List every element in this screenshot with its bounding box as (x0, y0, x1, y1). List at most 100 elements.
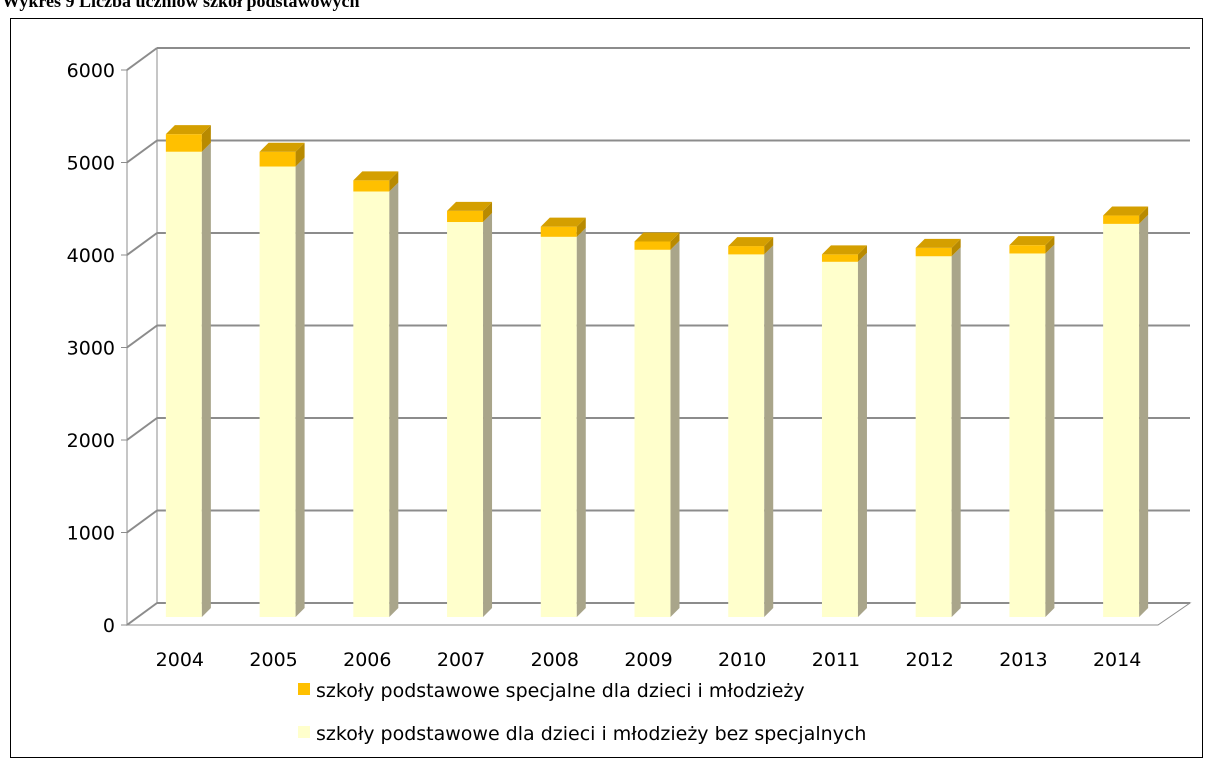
bar-2009-series-0 (634, 240, 680, 617)
x-tick-label: 2007 (437, 649, 485, 671)
page-title: Wykres 9 Liczba uczniów szkół podstawowy… (2, 0, 360, 11)
bar-top (540, 217, 586, 227)
bar-2008-series-0 (540, 227, 586, 617)
bar-front (1009, 253, 1046, 617)
bar-front (1103, 223, 1140, 617)
gridline-side (126, 602, 158, 626)
bar-side (670, 232, 680, 250)
bar-front (728, 254, 765, 617)
gridline-side (126, 47, 158, 71)
bar-front (165, 151, 202, 617)
bar-front (353, 191, 390, 617)
x-tick-label: 2012 (906, 649, 954, 671)
gridline-side (126, 324, 158, 349)
bar-front (165, 134, 202, 152)
legend-item: szkoły podstawowe dla dzieci i młodzieży… (298, 723, 866, 745)
bar-2004-series-0 (165, 142, 211, 617)
bar-side (1139, 206, 1149, 224)
bar-front (634, 241, 671, 250)
x-tick-label: 2008 (531, 649, 579, 671)
bar-2006-series-1 (353, 171, 399, 192)
bar-side (951, 238, 961, 257)
bar-2011-series-1 (821, 245, 867, 262)
bar-front (915, 247, 952, 257)
bar-2012-series-1 (915, 238, 961, 257)
bar-top (728, 237, 774, 247)
x-tick-label: 2004 (156, 649, 204, 671)
y-tick-label: 2000 (67, 430, 115, 452)
bar-side (1045, 236, 1055, 254)
bar-top (259, 142, 305, 152)
gridline-side (126, 232, 158, 256)
y-tick-label: 6000 (67, 60, 115, 82)
bar-top (353, 171, 399, 181)
bar-top (1103, 206, 1149, 216)
bar-2014-series-1 (1103, 206, 1149, 224)
bar-2010-series-0 (728, 245, 774, 617)
bar-front (447, 210, 484, 223)
bar-front (728, 246, 765, 255)
legend-swatch (298, 683, 310, 695)
bar-top (915, 238, 961, 248)
bar-side (389, 171, 399, 192)
bar-2004-series-1 (165, 125, 211, 152)
bar-side (201, 125, 211, 152)
bar-front (540, 226, 577, 237)
bar-2013-series-0 (1009, 244, 1055, 617)
legend-label: szkoły podstawowe specjalne dla dzieci i… (316, 680, 805, 702)
x-tick-label: 2006 (343, 649, 391, 671)
bar-top (634, 232, 680, 242)
bar-front (634, 249, 671, 617)
bar-top (1009, 236, 1055, 246)
bar-2011-series-0 (821, 252, 867, 618)
gridline-side (126, 509, 158, 534)
bar-front (821, 254, 858, 262)
bar-2007-series-1 (447, 201, 493, 223)
bar-top (447, 201, 493, 211)
bar-2005-series-0 (259, 157, 305, 617)
chart-bars (165, 125, 1149, 618)
bar-front (1103, 215, 1140, 224)
bar-side (576, 217, 586, 237)
bar-side (201, 142, 211, 617)
y-tick-label: 0 (103, 615, 115, 637)
bar-front (821, 261, 858, 617)
bar-side (483, 201, 493, 223)
bar-front (915, 256, 952, 617)
y-tick-label: 3000 (67, 338, 115, 360)
chart-legend: szkoły podstawowe specjalne dla dzieci i… (298, 680, 866, 745)
gridline-side (126, 417, 158, 441)
bar-side (764, 237, 774, 255)
bar-front (259, 151, 296, 167)
x-tick-label: 2009 (624, 649, 672, 671)
y-tick-label: 5000 (67, 153, 115, 175)
bar-side (295, 157, 305, 617)
bar-side (1139, 214, 1149, 617)
bar-side (295, 142, 305, 167)
bar-side (389, 182, 399, 617)
bar-top (165, 125, 211, 135)
y-tick-label: 4000 (67, 245, 115, 267)
bar-side (857, 245, 867, 262)
bar-front (540, 236, 577, 617)
x-tick-label: 2005 (249, 649, 297, 671)
bar-side (670, 240, 680, 617)
gridline-side (126, 139, 158, 164)
bar-front (353, 180, 390, 192)
bar-top (821, 245, 867, 255)
bar-2005-series-1 (259, 142, 305, 167)
x-tick-label: 2011 (812, 649, 860, 671)
x-tick-label: 2014 (1093, 649, 1141, 671)
bar-2007-series-0 (447, 213, 493, 617)
bar-2008-series-1 (540, 217, 586, 237)
bar-front (1009, 245, 1046, 254)
bar-front (447, 222, 484, 617)
bar-side (764, 245, 774, 617)
bar-2010-series-1 (728, 237, 774, 255)
bar-side (1045, 244, 1055, 617)
bar-2012-series-0 (915, 247, 961, 617)
bar-2006-series-0 (353, 182, 399, 617)
bar-2009-series-1 (634, 232, 680, 250)
x-tick-label: 2013 (999, 649, 1047, 671)
